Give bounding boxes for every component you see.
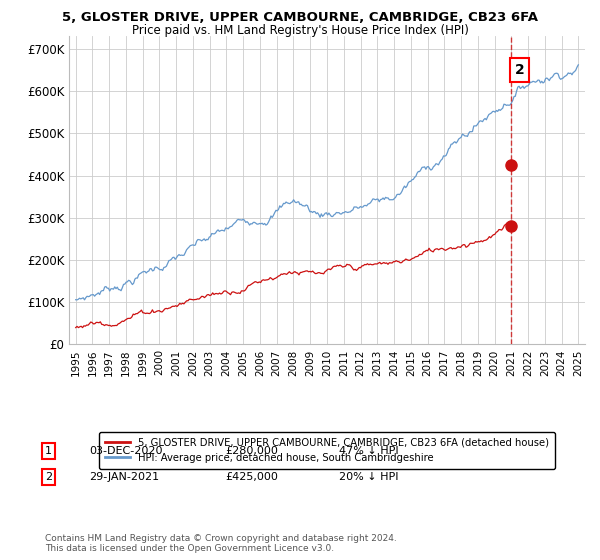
- Text: Price paid vs. HM Land Registry's House Price Index (HPI): Price paid vs. HM Land Registry's House …: [131, 24, 469, 36]
- Text: £425,000: £425,000: [225, 472, 278, 482]
- Text: 1: 1: [45, 446, 52, 456]
- Text: 5, GLOSTER DRIVE, UPPER CAMBOURNE, CAMBRIDGE, CB23 6FA: 5, GLOSTER DRIVE, UPPER CAMBOURNE, CAMBR…: [62, 11, 538, 24]
- Text: 2: 2: [515, 63, 524, 77]
- Legend: 5, GLOSTER DRIVE, UPPER CAMBOURNE, CAMBRIDGE, CB23 6FA (detached house), HPI: Av: 5, GLOSTER DRIVE, UPPER CAMBOURNE, CAMBR…: [99, 432, 555, 469]
- Text: 2: 2: [45, 472, 52, 482]
- Text: 03-DEC-2020: 03-DEC-2020: [89, 446, 162, 456]
- Text: Contains HM Land Registry data © Crown copyright and database right 2024.
This d: Contains HM Land Registry data © Crown c…: [45, 534, 397, 553]
- Text: 20% ↓ HPI: 20% ↓ HPI: [339, 472, 398, 482]
- Text: £280,000: £280,000: [225, 446, 278, 456]
- Text: 29-JAN-2021: 29-JAN-2021: [89, 472, 159, 482]
- Text: 47% ↓ HPI: 47% ↓ HPI: [339, 446, 398, 456]
